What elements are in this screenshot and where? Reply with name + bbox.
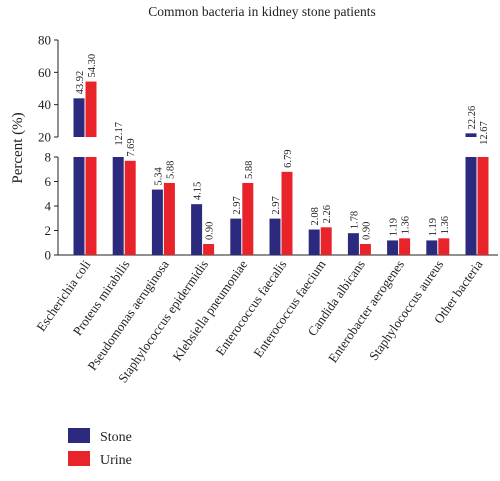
bar-stone — [73, 157, 85, 255]
data-label: 12.67 — [479, 121, 490, 145]
data-label: 2.97 — [232, 196, 243, 214]
y-tick-label: 8 — [45, 150, 52, 165]
legend-swatch — [68, 451, 90, 466]
bar-stone — [151, 189, 163, 255]
x-category-label: Enterobacter aerogenes — [325, 257, 407, 365]
bar-stone — [426, 240, 438, 255]
chart-title: Common bacteria in kidney stone patients — [148, 4, 376, 19]
bar-urine — [281, 171, 293, 255]
x-category-label: Klebsiella pneumoniae — [169, 257, 250, 364]
legend-label: Urine — [100, 453, 132, 468]
bar-urine — [477, 157, 489, 255]
legend-swatch — [68, 428, 90, 443]
y-tick-label: 0 — [45, 248, 52, 263]
bar-urine — [320, 227, 332, 255]
data-label: 1.19 — [428, 218, 439, 236]
data-label: 6.79 — [283, 149, 294, 167]
y-tick-label: 6 — [45, 174, 52, 189]
legend: Stone Urine — [68, 428, 132, 468]
bar-urine — [242, 182, 254, 255]
y-tick-label: 40 — [38, 97, 51, 112]
data-label: 1.19 — [389, 218, 400, 236]
bar-stone — [308, 229, 320, 255]
data-label: 0.90 — [205, 222, 216, 240]
y-tick-label: 4 — [45, 199, 52, 214]
y-axis-title: Percent (%) — [10, 112, 26, 183]
y-tick-label: 80 — [38, 33, 51, 48]
y-tick-label: 60 — [38, 65, 51, 80]
bar-stone — [387, 240, 399, 255]
x-category-label: Staphylococcus aureus — [366, 257, 446, 363]
bar-urine — [359, 243, 371, 255]
bar-urine — [124, 160, 136, 255]
bar-stone — [347, 233, 359, 255]
data-label: 1.36 — [401, 216, 412, 234]
bar-urine — [203, 243, 215, 255]
data-label: 1.36 — [440, 216, 451, 234]
data-label: 2.08 — [310, 207, 321, 225]
x-category-label: Enterococcus faecalis — [212, 257, 289, 358]
bar-stone — [269, 218, 281, 255]
data-label: 1.78 — [349, 211, 360, 229]
bar-stone-upper — [465, 133, 477, 137]
bar-stone — [191, 204, 203, 255]
data-label: 12.17 — [114, 122, 125, 146]
data-label: 2.97 — [271, 196, 282, 214]
x-category-label: Enterococcus faecium — [250, 257, 328, 360]
bar-urine — [438, 238, 450, 255]
bar-stone-upper — [73, 98, 85, 137]
data-label: 4.15 — [193, 182, 204, 200]
bar-urine-upper — [85, 81, 97, 137]
bar-urine — [85, 157, 97, 255]
bar-stone — [230, 218, 242, 255]
bar-stone — [465, 157, 477, 255]
y-tick-label: 2 — [45, 223, 52, 238]
bar-stone — [112, 157, 124, 255]
data-label: 0.90 — [361, 222, 372, 240]
legend-label: Stone — [100, 430, 132, 445]
y-tick-label: 20 — [38, 130, 51, 145]
data-label: 22.26 — [467, 106, 478, 130]
data-label: 43.92 — [75, 71, 86, 95]
data-label: 54.30 — [87, 54, 98, 78]
bar-urine — [163, 182, 175, 255]
data-label: 7.69 — [126, 138, 137, 156]
data-label: 5.34 — [153, 166, 164, 185]
data-label: 2.26 — [322, 205, 333, 223]
bar-urine — [399, 238, 411, 255]
data-label: 5.88 — [165, 161, 176, 179]
data-label: 5.88 — [244, 161, 255, 179]
